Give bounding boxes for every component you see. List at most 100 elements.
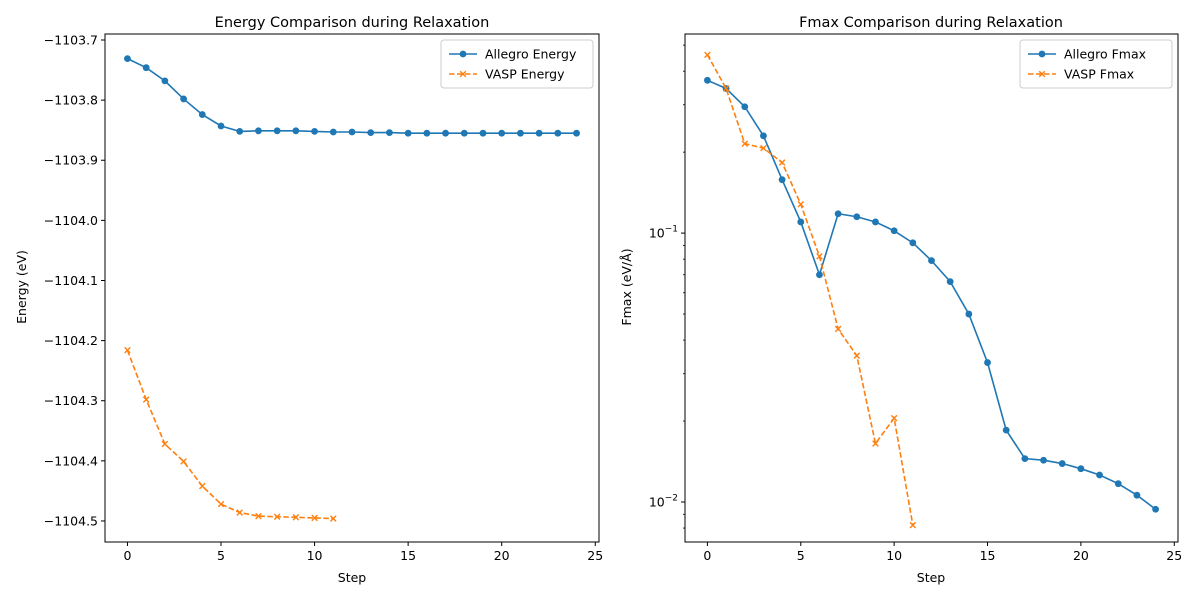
energy-chart: Energy Comparison during Relaxation Step…: [14, 15, 603, 585]
allegro-fmax-point: [1021, 455, 1029, 463]
allegro-fmax-point: [741, 103, 749, 111]
vasp-energy-point: [311, 514, 318, 522]
x-tick-label: 5: [217, 548, 225, 563]
allegro-energy-point: [460, 129, 468, 137]
allegro-energy-point: [554, 129, 562, 137]
allegro-energy-point: [329, 128, 337, 136]
vasp-fmax-point: [834, 325, 842, 333]
legend-vasp-fmax-label: VASP Fmax: [1064, 67, 1134, 82]
vasp-fmax-point: [853, 352, 861, 359]
vasp-fmax-line: [706, 54, 914, 526]
allegro-fmax-point: [704, 76, 711, 84]
allegro-energy-point: [236, 127, 244, 135]
legend-allegro-energy-label: Allegro Energy: [485, 47, 577, 62]
allegro-energy-point: [423, 129, 431, 137]
allegro-energy-point: [442, 129, 449, 137]
x-tick-label: 10: [307, 548, 323, 563]
y-tick-label: −1103.7: [44, 33, 98, 48]
allegro-fmax-point: [928, 257, 935, 265]
vasp-fmax-point: [704, 51, 711, 59]
y-tick-label: −1103.9: [44, 153, 98, 168]
fmax-plot-area: [704, 51, 1159, 529]
fmax-x-axis-label: Step: [917, 570, 946, 585]
y-tick-label: −1104.0: [44, 213, 98, 228]
legend-vasp-energy-label: VASP Energy: [485, 67, 565, 82]
allegro-fmax-point: [984, 359, 991, 366]
vasp-fmax-point: [890, 414, 898, 422]
allegro-fmax-point: [834, 210, 842, 218]
vasp-energy-point: [236, 509, 244, 516]
vasp-energy-point: [292, 514, 300, 521]
allegro-energy-point: [255, 127, 262, 135]
allegro-energy-point: [142, 64, 150, 72]
allegro-energy-point: [573, 129, 580, 137]
fmax-legend: Allegro Fmax VASP Fmax: [1019, 39, 1173, 89]
y-tick-label: −1104.4: [44, 453, 98, 468]
allegro-energy-point: [535, 129, 543, 137]
allegro-fmax-point: [797, 218, 805, 226]
allegro-energy-point: [386, 129, 393, 136]
vasp-energy-line: [126, 349, 334, 520]
x-tick-label: 25: [1166, 548, 1182, 563]
vasp-fmax-point: [797, 200, 805, 208]
legend-box: [440, 39, 594, 89]
vasp-energy-point: [217, 500, 225, 508]
x-tick-label: 20: [1073, 548, 1089, 563]
vasp-energy-point: [329, 515, 337, 522]
x-tick-label: 0: [703, 548, 711, 563]
allegro-fmax-point: [1077, 465, 1085, 473]
x-tick-label: 0: [123, 548, 131, 563]
allegro-energy-point: [273, 127, 281, 135]
vasp-energy-point: [124, 346, 131, 354]
allegro-energy-point: [311, 127, 318, 135]
energy-chart-title: Energy Comparison during Relaxation: [215, 15, 490, 31]
allegro-fmax-point: [1002, 426, 1010, 434]
allegro-fmax-point: [1152, 505, 1159, 513]
energy-y-axis-label: Energy (eV): [14, 250, 29, 324]
legend-box: [1019, 39, 1173, 89]
energy-legend: Allegro Energy VASP Energy: [440, 39, 594, 89]
allegro-energy-point: [198, 111, 206, 118]
allegro-fmax-point: [872, 218, 879, 226]
allegro-energy-point: [404, 129, 412, 137]
vasp-energy-point: [255, 512, 262, 520]
y-tick-label: −1104.1: [44, 273, 98, 288]
allegro-fmax-point: [778, 176, 786, 184]
x-tick-label: 15: [980, 548, 996, 563]
fmax-y-axis-label: Fmax (eV/Å): [619, 248, 634, 325]
x-tick-label: 10: [886, 548, 902, 563]
allegro-energy-point: [180, 95, 187, 103]
allegro-fmax-point: [1133, 491, 1141, 499]
allegro-energy-point: [479, 129, 487, 137]
vasp-energy-point: [273, 513, 281, 521]
fmax-ticks: 0 5 10 15 20 25 10−2 10−1: [649, 44, 1182, 563]
allegro-fmax-point: [760, 132, 767, 140]
y-tick-label: −1104.2: [44, 333, 98, 348]
y-tick-label: −1104.5: [44, 513, 98, 528]
legend-allegro-fmax-label: Allegro Fmax: [1064, 47, 1146, 62]
allegro-fmax-point: [1096, 471, 1103, 479]
vasp-fmax-point: [778, 159, 786, 166]
legend-vasp-energy-marker: [459, 70, 467, 78]
allegro-energy-point: [161, 77, 169, 85]
allegro-fmax-point: [965, 310, 973, 318]
allegro-fmax-point: [1058, 460, 1066, 467]
allegro-fmax-point: [853, 213, 861, 221]
vasp-energy-point: [199, 482, 206, 490]
vasp-energy-point: [142, 396, 150, 403]
allegro-fmax-point: [946, 278, 954, 286]
vasp-fmax-point: [816, 252, 823, 260]
legend-allegro-energy-marker: [459, 50, 467, 58]
energy-axes-frame: [104, 33, 600, 543]
y-tick-label: 10−1: [649, 225, 678, 241]
x-tick-label: 5: [797, 548, 805, 563]
allegro-energy-point: [367, 129, 375, 136]
y-tick-label: 10−2: [649, 494, 678, 510]
fmax-axes-frame: [684, 33, 1179, 543]
allegro-fmax-point: [890, 227, 898, 235]
vasp-fmax-point: [872, 440, 879, 447]
allegro-energy-point: [348, 128, 356, 136]
allegro-energy-point: [124, 55, 131, 63]
vasp-fmax-point: [741, 140, 749, 147]
